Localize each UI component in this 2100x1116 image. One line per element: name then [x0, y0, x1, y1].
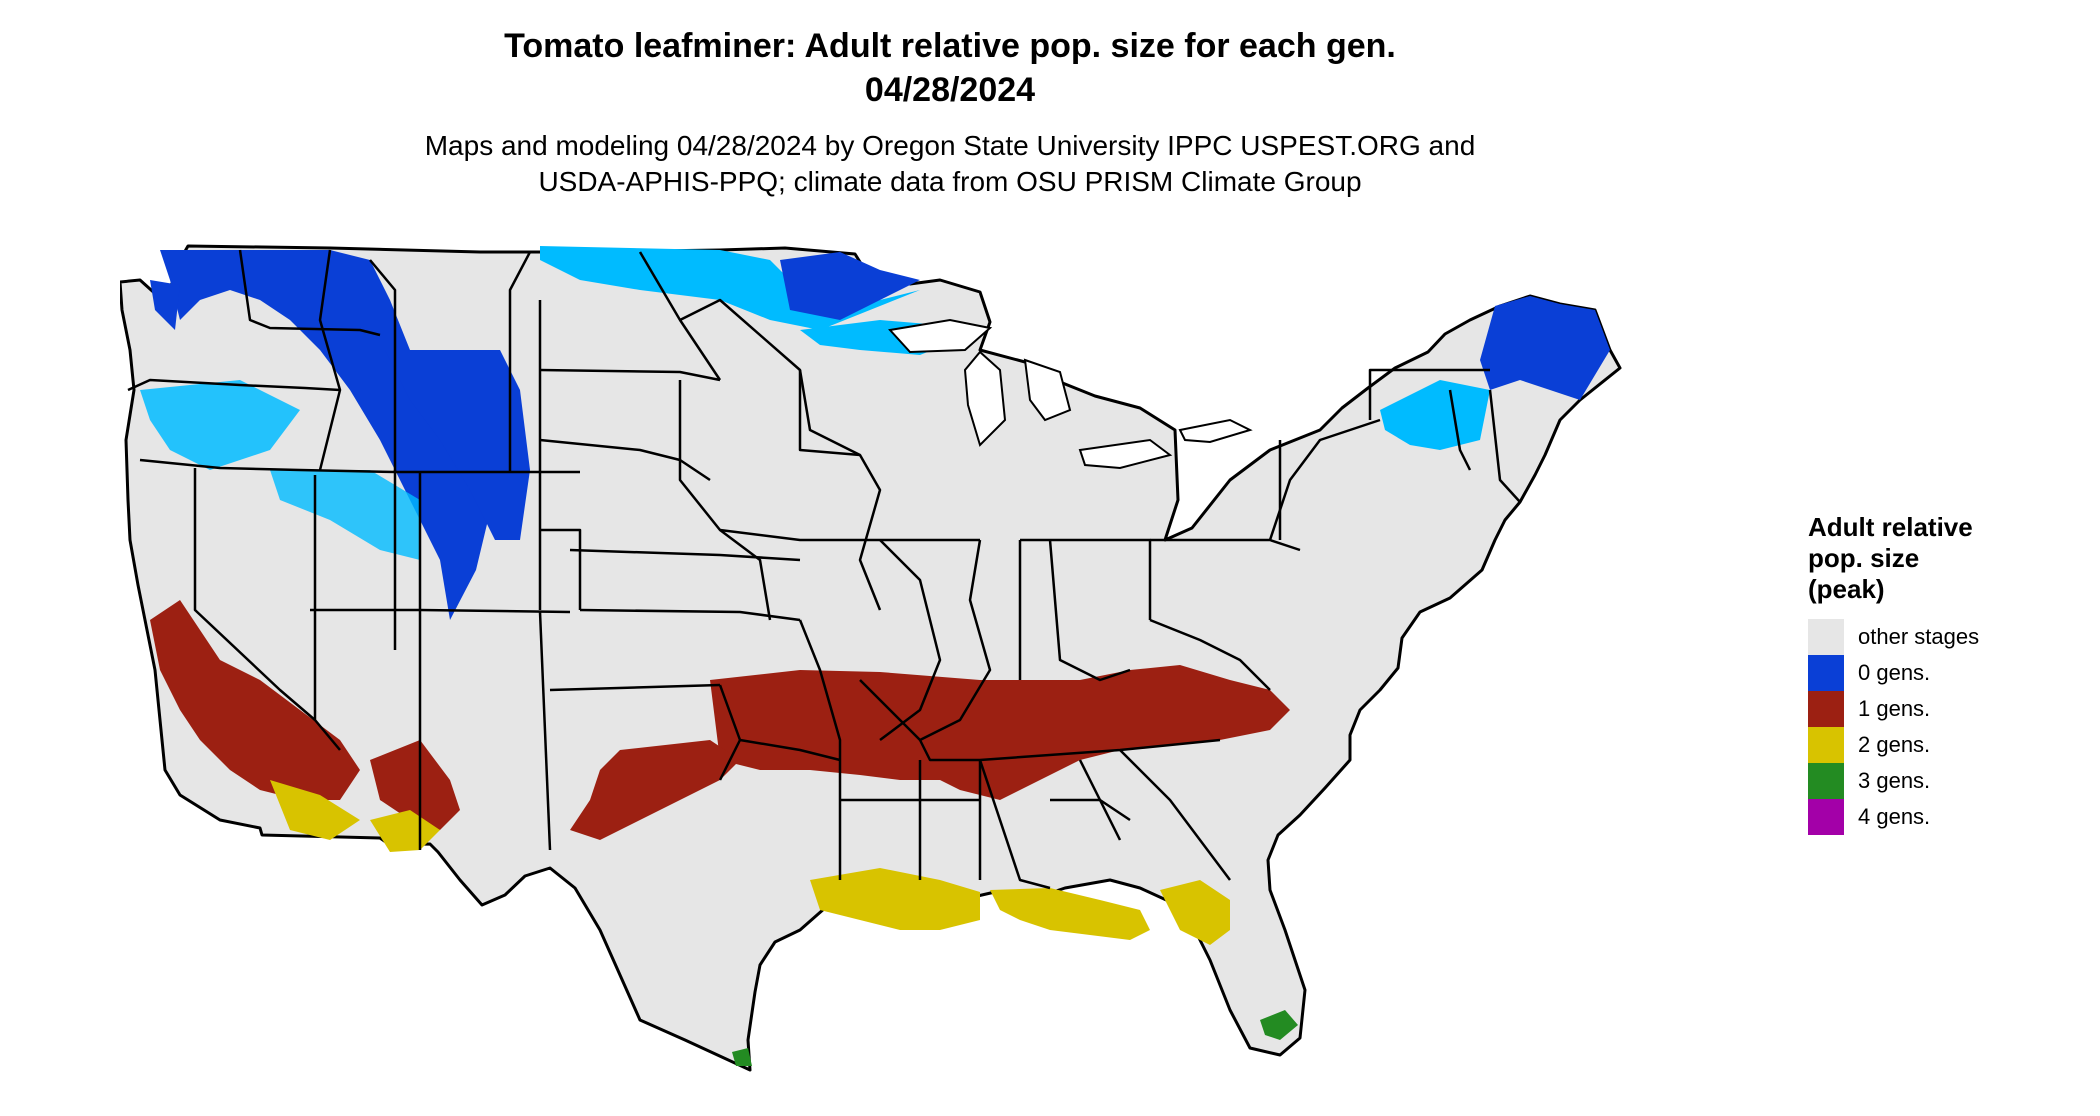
zone-2-gens [270, 780, 1230, 945]
map-subtitle-line2: USDA-APHIS-PPQ; climate data from OSU PR… [538, 166, 1362, 197]
zone-0-gens-northeast [1380, 296, 1610, 450]
legend-item: 4 gens. [1808, 799, 1979, 835]
legend-label: 2 gens. [1858, 732, 1931, 757]
legend-item: 1 gens. [1808, 691, 1979, 727]
legend-swatch [1808, 691, 1844, 727]
legend-item: 2 gens. [1808, 727, 1979, 763]
zone-3-gens [732, 1010, 1298, 1066]
map-date: 04/28/2024 [864, 71, 1036, 109]
map-title: Tomato leafminer: Adult relative pop. si… [504, 27, 1396, 65]
legend-item: other stages [1808, 619, 1979, 655]
legend-items: other stages 0 gens. 1 gens. 2 gens. 3 gens.… [1808, 619, 1979, 835]
legend-swatch [1808, 727, 1844, 763]
legend-label: other stages [1858, 624, 1980, 649]
legend: Adult relative pop. size (peak) other st… [1808, 512, 1979, 835]
legend-title-line2: pop. size [1808, 543, 1920, 573]
great-lakes [888, 318, 1253, 470]
legend-item: 0 gens. [1808, 655, 1979, 691]
legend-swatch [1808, 655, 1844, 691]
zone-1-gens [150, 600, 1290, 840]
legend-swatch [1808, 619, 1844, 655]
state-borders [127, 249, 1521, 890]
zone-0-gens-northwest [140, 250, 530, 620]
legend-label: 3 gens. [1858, 768, 1931, 793]
legend-label: 1 gens. [1858, 696, 1931, 721]
legend-title-line3: (peak) [1808, 574, 1885, 604]
legend-label: 4 gens. [1858, 804, 1931, 829]
legend-swatch [1808, 799, 1844, 835]
legend-label: 0 gens. [1858, 660, 1931, 685]
legend-item: 3 gens. [1808, 763, 1979, 799]
map-subtitle-line1: Maps and modeling 04/28/2024 by Oregon S… [424, 130, 1476, 161]
us-map [120, 244, 1622, 1072]
legend-title-line1: Adult relative [1808, 512, 1973, 542]
legend-swatch [1808, 763, 1844, 799]
